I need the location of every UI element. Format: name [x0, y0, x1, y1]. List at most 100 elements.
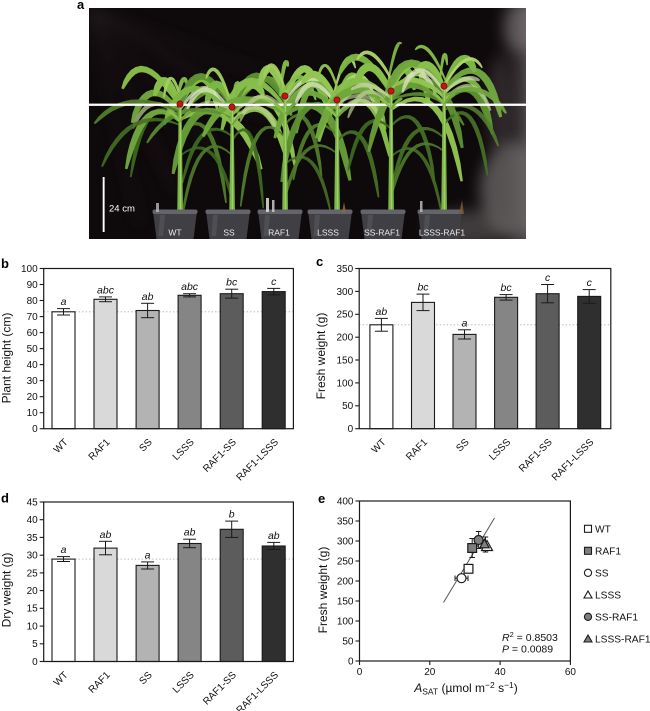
svg-text:c: c: [271, 276, 277, 288]
svg-text:ab: ab: [184, 527, 196, 539]
svg-text:RAF1-LSSS: RAF1-LSSS: [235, 437, 282, 484]
svg-text:300: 300: [337, 287, 354, 298]
svg-text:abc: abc: [181, 281, 199, 293]
svg-text:24 cm: 24 cm: [109, 204, 135, 215]
svg-text:e: e: [318, 491, 325, 506]
svg-text:150: 150: [337, 355, 354, 366]
svg-text:Plant height (cm): Plant height (cm): [0, 313, 14, 404]
svg-text:RAF1-SS: RAF1-SS: [201, 670, 239, 708]
svg-text:ASAT (µmol m−2 s−1): ASAT (µmol m−2 s−1): [413, 680, 518, 697]
svg-text:40: 40: [495, 667, 507, 678]
svg-text:15: 15: [27, 604, 39, 615]
svg-text:200: 200: [337, 333, 354, 344]
svg-text:RAF1: RAF1: [268, 228, 290, 238]
svg-text:20: 20: [27, 392, 39, 403]
svg-text:Dry weight (g): Dry weight (g): [0, 553, 14, 628]
svg-text:a: a: [145, 549, 151, 561]
svg-text:LSSS: LSSS: [595, 590, 621, 601]
svg-text:LSSS-RAF1: LSSS-RAF1: [419, 228, 466, 238]
svg-text:0: 0: [32, 657, 38, 668]
svg-text:0: 0: [348, 424, 354, 435]
svg-text:c: c: [316, 254, 323, 269]
svg-text:35: 35: [27, 533, 39, 544]
svg-text:0: 0: [348, 656, 354, 667]
svg-text:50: 50: [342, 636, 354, 647]
svg-text:100: 100: [337, 616, 354, 627]
svg-text:40: 40: [27, 515, 39, 526]
svg-text:LSSS: LSSS: [317, 228, 339, 238]
svg-text:b: b: [1, 256, 9, 271]
svg-text:WT: WT: [595, 524, 611, 535]
svg-text:LSSS: LSSS: [171, 437, 197, 463]
svg-text:ab: ab: [100, 529, 112, 541]
svg-text:SS: SS: [138, 670, 155, 687]
svg-text:50: 50: [342, 401, 354, 412]
svg-text:R2 = 0.8503: R2 = 0.8503: [502, 630, 558, 644]
svg-text:SS: SS: [223, 228, 235, 238]
svg-text:100: 100: [21, 264, 38, 275]
svg-text:25: 25: [27, 568, 39, 579]
svg-text:RAF1: RAF1: [595, 546, 621, 557]
svg-text:WT: WT: [168, 228, 181, 238]
svg-text:250: 250: [337, 556, 354, 567]
svg-text:5: 5: [32, 639, 38, 650]
svg-text:RAF1: RAF1: [87, 437, 113, 463]
svg-text:SS: SS: [138, 437, 155, 454]
svg-text:WT: WT: [52, 670, 71, 689]
svg-text:80: 80: [27, 296, 39, 307]
svg-text:200: 200: [337, 576, 354, 587]
svg-text:20: 20: [424, 667, 436, 678]
svg-text:SS: SS: [454, 437, 471, 454]
svg-text:90: 90: [27, 280, 39, 291]
svg-text:WT: WT: [52, 437, 71, 456]
svg-text:d: d: [1, 491, 9, 506]
svg-text:50: 50: [27, 344, 39, 355]
svg-text:Fresh weight (g): Fresh weight (g): [316, 547, 330, 634]
svg-text:40: 40: [27, 360, 39, 371]
svg-text:LSSS: LSSS: [171, 670, 197, 696]
svg-text:70: 70: [27, 312, 39, 323]
svg-text:60: 60: [27, 328, 39, 339]
svg-text:0: 0: [357, 667, 363, 678]
svg-text:SS-RAF1: SS-RAF1: [364, 228, 400, 238]
svg-text:0: 0: [32, 424, 38, 435]
svg-text:45: 45: [27, 497, 39, 508]
svg-text:bc: bc: [417, 282, 429, 294]
svg-text:RAF1-LSSS: RAF1-LSSS: [550, 437, 597, 484]
svg-text:ab: ab: [142, 291, 154, 303]
svg-text:20: 20: [27, 586, 39, 597]
svg-text:10: 10: [27, 622, 39, 633]
svg-text:Fresh weight (g): Fresh weight (g): [314, 313, 328, 400]
svg-text:300: 300: [337, 536, 354, 547]
svg-text:SS-RAF1: SS-RAF1: [595, 612, 638, 623]
svg-text:350: 350: [337, 516, 354, 527]
svg-text:b: b: [229, 509, 235, 521]
svg-text:RAF1-SS: RAF1-SS: [517, 437, 555, 475]
svg-text:400: 400: [337, 496, 354, 507]
svg-text:abc: abc: [97, 284, 115, 296]
svg-text:250: 250: [337, 310, 354, 321]
svg-text:350: 350: [337, 264, 354, 275]
svg-text:LSSS-RAF1: LSSS-RAF1: [595, 634, 650, 645]
svg-text:RAF1-SS: RAF1-SS: [201, 437, 239, 475]
svg-text:30: 30: [27, 376, 39, 387]
svg-text:30: 30: [27, 551, 39, 562]
svg-text:SS: SS: [595, 568, 609, 579]
svg-text:bc: bc: [226, 277, 238, 289]
svg-text:c: c: [545, 272, 551, 284]
svg-text:a: a: [77, 0, 85, 12]
svg-text:ab: ab: [376, 306, 388, 318]
svg-text:10: 10: [27, 408, 39, 419]
svg-text:100: 100: [337, 378, 354, 389]
svg-text:WT: WT: [370, 437, 389, 456]
svg-text:c: c: [587, 277, 593, 289]
svg-text:a: a: [61, 296, 67, 308]
svg-text:LSSS: LSSS: [487, 437, 513, 463]
svg-text:RAF1: RAF1: [87, 670, 113, 696]
svg-text:150: 150: [337, 596, 354, 607]
svg-text:ab: ab: [268, 530, 280, 542]
svg-text:P = 0.0089: P = 0.0089: [502, 644, 553, 656]
svg-text:a: a: [61, 544, 67, 556]
svg-text:a: a: [462, 317, 468, 329]
svg-text:bc: bc: [501, 282, 513, 294]
